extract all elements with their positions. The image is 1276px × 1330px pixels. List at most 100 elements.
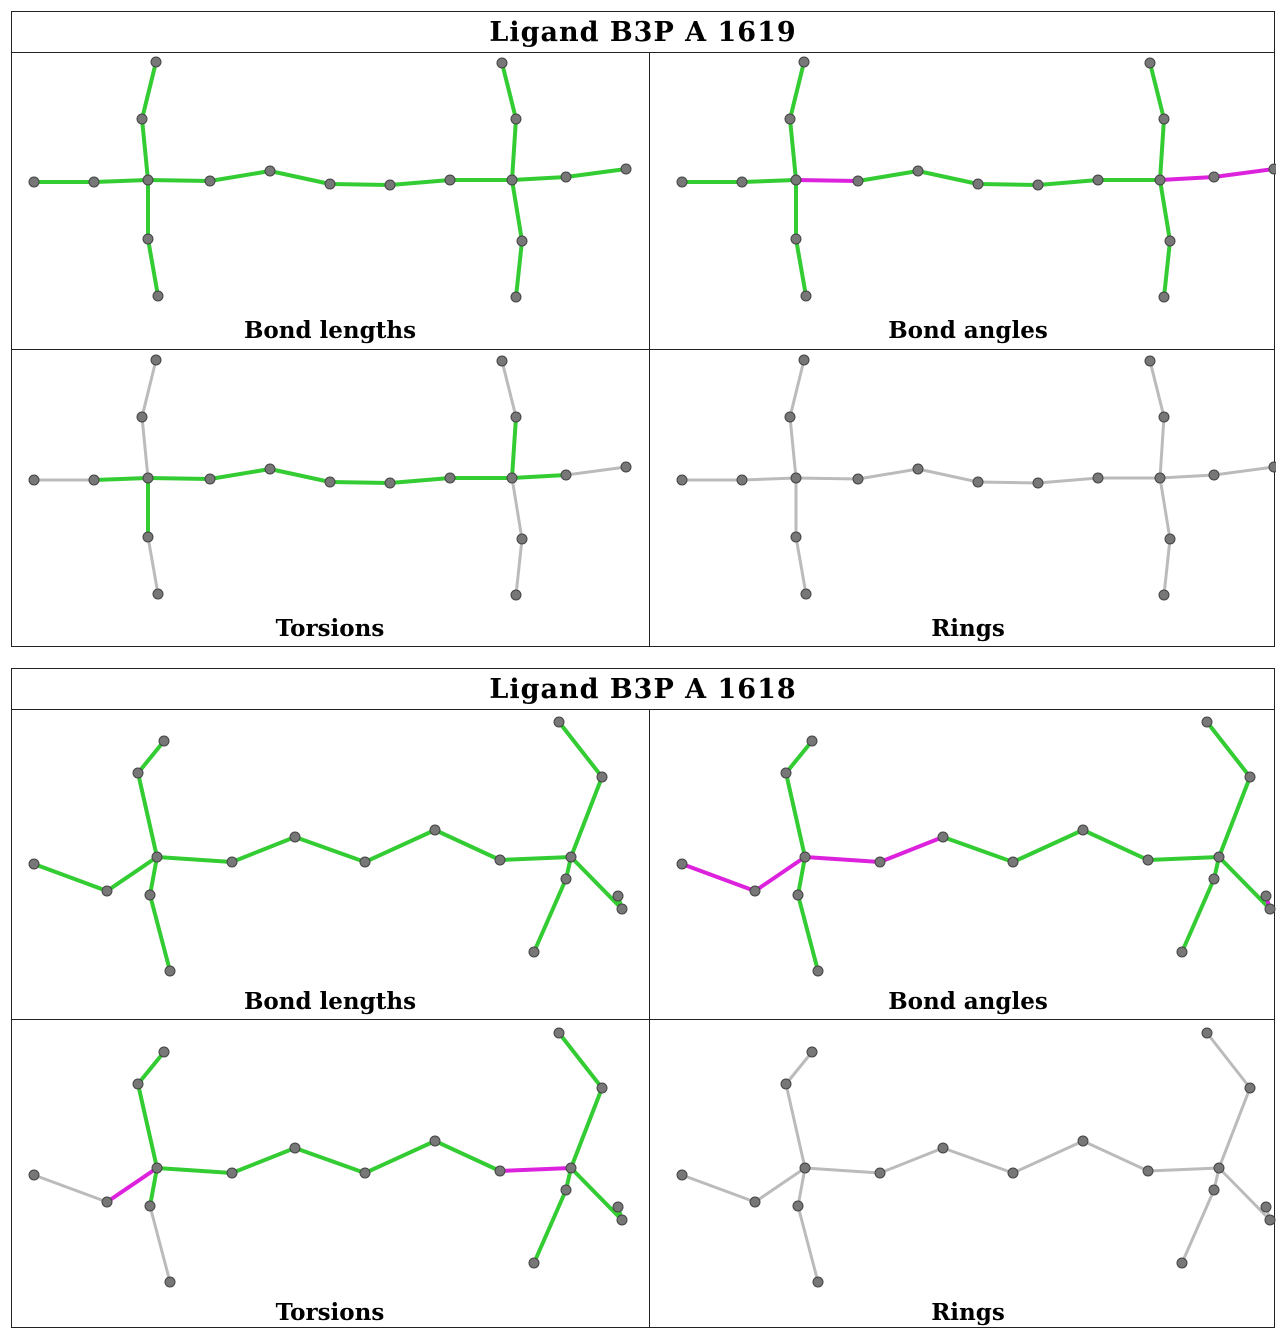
- bond: [794, 237, 808, 298]
- bond: [363, 1139, 437, 1175]
- bond: [1205, 720, 1252, 779]
- bond: [140, 415, 150, 480]
- atom: [494, 854, 506, 866]
- atom: [560, 469, 572, 481]
- bond: [569, 775, 604, 859]
- atom: [1077, 1135, 1089, 1147]
- bond: [878, 835, 945, 864]
- ligand-title: Ligand B3P A 1618: [12, 669, 1274, 710]
- atom: [1092, 472, 1104, 484]
- bond: [293, 1146, 367, 1175]
- ligand-block-1619: Ligand B3P A 1619 Bond lengths Bond angl…: [11, 11, 1276, 647]
- bond: [1036, 178, 1100, 187]
- atom: [324, 476, 336, 488]
- panel-rings: Rings: [650, 350, 1276, 646]
- bond: [532, 1188, 568, 1265]
- bond: [1011, 1139, 1085, 1175]
- ligand-block-1618: Ligand B3P A 1618 Bond lengths Bond angl…: [11, 668, 1276, 1328]
- atom: [1268, 461, 1276, 473]
- panel-caption: Bond lengths: [243, 988, 417, 1015]
- atom: [784, 113, 796, 125]
- atom: [1158, 291, 1170, 303]
- atom: [616, 903, 628, 915]
- atom: [264, 165, 276, 177]
- atom: [144, 889, 156, 901]
- atom: [528, 946, 540, 958]
- atom: [780, 767, 792, 779]
- bond: [803, 855, 882, 864]
- atom: [806, 1046, 818, 1058]
- bond: [208, 467, 272, 481]
- bond: [796, 855, 807, 897]
- atom: [1208, 1184, 1220, 1196]
- atom: [1077, 824, 1089, 836]
- atom: [874, 856, 886, 868]
- atom: [972, 476, 984, 488]
- panel-caption: Bond angles: [888, 317, 1048, 344]
- atom: [798, 56, 810, 68]
- atom: [516, 235, 528, 247]
- bond: [569, 1166, 624, 1222]
- bond: [105, 1166, 159, 1204]
- bond: [794, 476, 860, 481]
- atom: [506, 174, 518, 186]
- molecule-drawing: [676, 1027, 1276, 1288]
- bond: [569, 1086, 604, 1170]
- divider: [649, 709, 650, 1327]
- atom: [1158, 589, 1170, 601]
- atom: [676, 858, 688, 870]
- atom: [800, 588, 812, 600]
- atom: [152, 290, 164, 302]
- bond: [1212, 167, 1276, 179]
- atom: [792, 889, 804, 901]
- atom: [812, 1276, 824, 1288]
- atom: [790, 174, 802, 186]
- bond: [1217, 1166, 1272, 1222]
- bond: [794, 178, 860, 183]
- bond: [916, 467, 980, 484]
- atom: [1154, 472, 1166, 484]
- atom: [132, 1078, 144, 1090]
- atom: [164, 965, 176, 977]
- atom: [496, 57, 508, 69]
- atom: [736, 474, 748, 486]
- bond: [92, 178, 150, 184]
- bond: [856, 467, 920, 481]
- bond: [433, 1139, 502, 1173]
- bond: [740, 178, 798, 184]
- ligand-title: Ligand B3P A 1619: [12, 12, 1274, 53]
- bond: [230, 1146, 297, 1175]
- atom: [158, 735, 170, 747]
- bond: [136, 771, 159, 859]
- atom: [226, 856, 238, 868]
- atom: [510, 291, 522, 303]
- atom: [749, 1196, 761, 1208]
- atom: [937, 1142, 949, 1154]
- bond: [510, 473, 568, 480]
- panel-caption: Rings: [931, 615, 1005, 642]
- atom: [560, 1184, 572, 1196]
- atom: [1142, 854, 1154, 866]
- atom: [1201, 1027, 1213, 1039]
- panel-torsions: Torsions: [12, 350, 648, 646]
- atom: [596, 771, 608, 783]
- atom: [972, 178, 984, 190]
- bond: [510, 476, 524, 541]
- atom: [749, 885, 761, 897]
- atom: [565, 851, 577, 863]
- bond: [268, 467, 332, 484]
- bond: [976, 182, 1040, 187]
- molecule-drawing: [28, 716, 628, 977]
- atom: [1158, 411, 1170, 423]
- atom: [359, 856, 371, 868]
- panel-bond-angles: Bond angles: [650, 52, 1276, 348]
- atom: [1213, 851, 1225, 863]
- bond: [564, 167, 628, 179]
- bond: [510, 415, 518, 480]
- panel-caption: Rings: [931, 1299, 1005, 1326]
- bond: [268, 169, 332, 186]
- atom: [1164, 235, 1176, 247]
- atom: [790, 531, 802, 543]
- atom: [142, 472, 154, 484]
- atom: [799, 1162, 811, 1174]
